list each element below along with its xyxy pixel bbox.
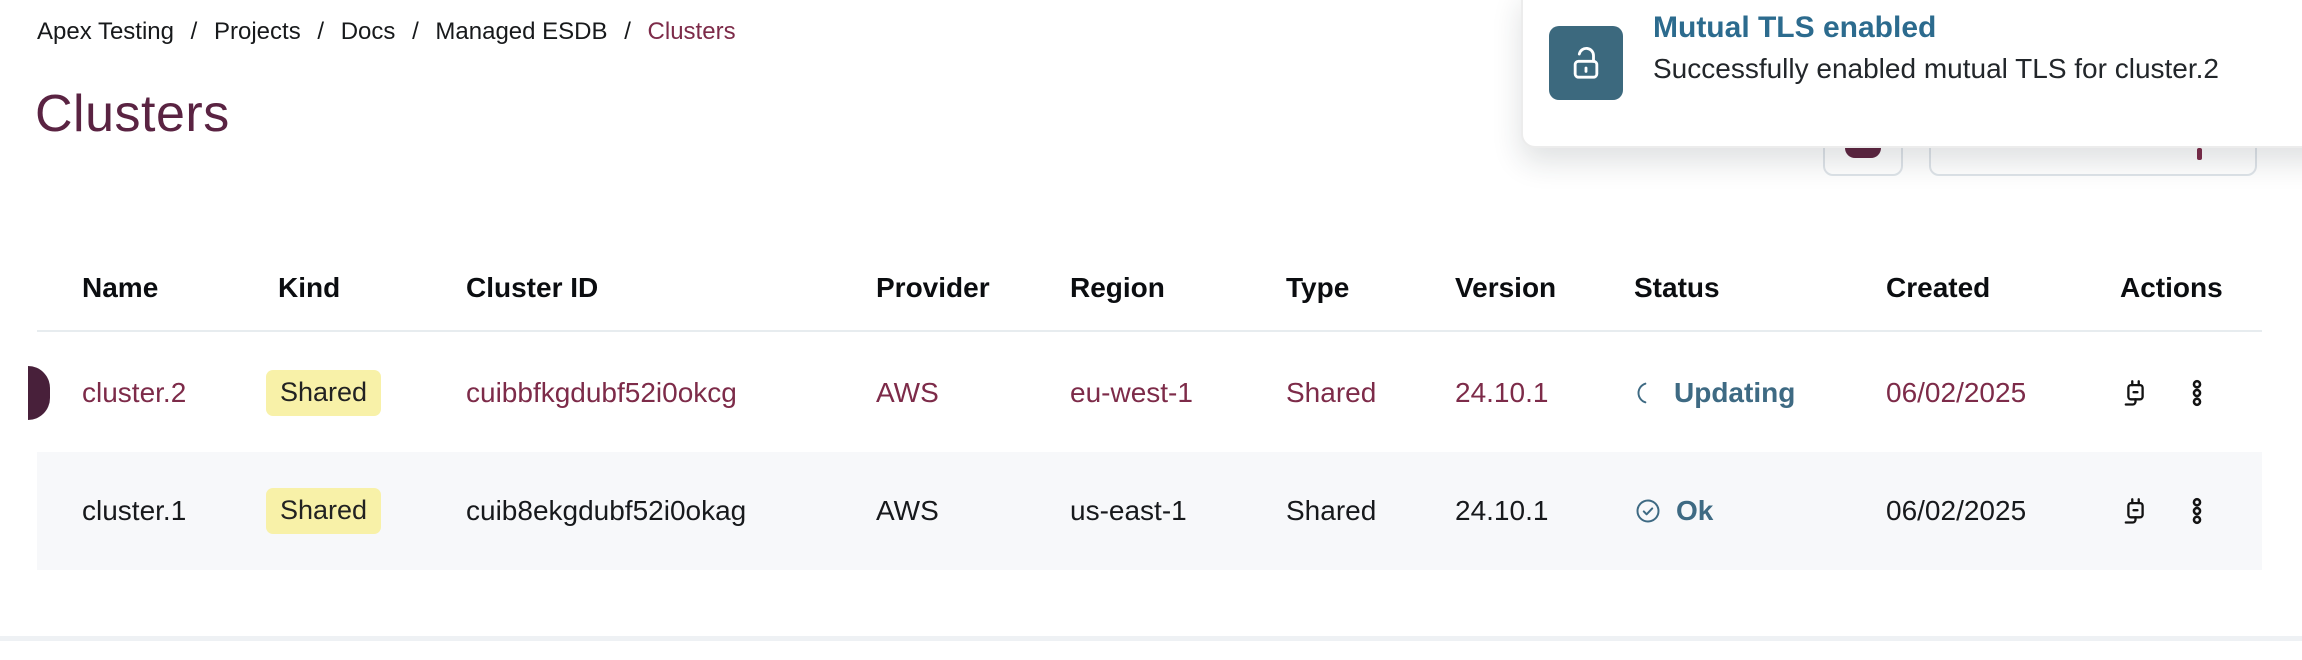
breadcrumb-item-projects[interactable]: Projects <box>214 18 301 45</box>
version: 24.10.1 <box>1455 377 1549 408</box>
column-header-version: Version <box>1455 271 1557 303</box>
breadcrumb-item-clusters-current: Clusters <box>647 18 736 45</box>
type: Shared <box>1286 495 1377 526</box>
created-date: 06/02/2025 <box>1886 377 2027 408</box>
column-header-created: Created <box>1886 271 1991 303</box>
table-row[interactable]: cluster.2 Shared cuibbfkgdubf52i0okcg AW… <box>37 334 2262 452</box>
breadcrumb-item-docs[interactable]: Docs <box>340 18 396 45</box>
plug-icon <box>2120 378 2151 409</box>
partial-maroon-glyph-icon <box>1845 148 1881 158</box>
actions-cell <box>2120 496 2262 527</box>
status-label: Ok <box>1676 495 1714 526</box>
breadcrumb-separator: / <box>317 18 325 45</box>
breadcrumb-item-apex-testing[interactable]: Apex Testing <box>37 18 174 45</box>
actions-cell <box>2120 378 2262 409</box>
table-row[interactable]: cluster.1 Shared cuib8ekgdubf52i0okag AW… <box>37 452 2262 570</box>
plug-icon <box>2120 496 2151 527</box>
version: 24.10.1 <box>1455 495 1549 526</box>
column-header-type: Type <box>1286 271 1350 303</box>
toast-text: Mutual TLS enabled Successfully enabled … <box>1653 10 2253 87</box>
breadcrumb-separator: / <box>412 18 419 45</box>
status-cell: Updating <box>1634 377 1886 409</box>
column-header-region: Region <box>1070 271 1165 303</box>
provider: AWS <box>876 377 939 408</box>
section-divider <box>0 636 2302 641</box>
column-header-name: Name <box>82 271 159 303</box>
toast-notification: Mutual TLS enabled Successfully enabled … <box>1521 0 2302 148</box>
cluster-name: cluster.1 <box>82 495 187 526</box>
kebab-menu-icon <box>2183 497 2211 525</box>
spinner-icon <box>1634 380 1660 406</box>
toast-icon-box <box>1549 26 1623 100</box>
connect-button[interactable] <box>2120 378 2151 409</box>
column-header-actions: Actions <box>2120 271 2223 303</box>
breadcrumb-separator: / <box>190 18 198 45</box>
table-header-row: Name Kind Cluster ID Provider Region Typ… <box>37 245 2262 332</box>
column-header-provider: Provider <box>876 271 990 303</box>
row-menu-button[interactable] <box>2183 497 2211 525</box>
column-header-status: Status <box>1634 271 1720 303</box>
row-menu-button[interactable] <box>2183 379 2211 407</box>
page-title: Clusters <box>35 85 230 143</box>
kebab-menu-icon <box>2183 379 2211 407</box>
connect-button[interactable] <box>2120 496 2151 527</box>
toast-title: Mutual TLS enabled <box>1653 11 1937 44</box>
kind-badge: Shared <box>266 370 382 416</box>
provider: AWS <box>876 495 939 526</box>
column-header-cluster-id: Cluster ID <box>466 271 599 303</box>
status-label: Updating <box>1674 377 1796 408</box>
region: eu-west-1 <box>1070 377 1193 408</box>
cluster-id: cuibbfkgdubf52i0okcg <box>466 377 737 408</box>
kind-badge: Shared <box>266 488 382 534</box>
breadcrumb: Apex Testing / Projects / Docs / Managed… <box>37 16 736 48</box>
selected-row-marker <box>28 366 50 420</box>
type: Shared <box>1286 377 1377 408</box>
partial-chevron-glyph-icon <box>2197 148 2202 160</box>
created-date: 06/02/2025 <box>1886 495 2027 526</box>
region: us-east-1 <box>1070 495 1187 526</box>
check-circle-icon <box>1634 497 1662 525</box>
toast-message: Successfully enabled mutual TLS for clus… <box>1653 53 2220 84</box>
cluster-id: cuib8ekgdubf52i0okag <box>466 495 747 526</box>
column-header-kind: Kind <box>278 271 341 303</box>
status-cell: Ok <box>1634 495 1886 527</box>
cluster-name: cluster.2 <box>82 377 187 408</box>
unlock-icon <box>1566 43 1606 83</box>
breadcrumb-item-managed-esdb[interactable]: Managed ESDB <box>435 18 608 45</box>
breadcrumb-separator: / <box>624 18 631 45</box>
